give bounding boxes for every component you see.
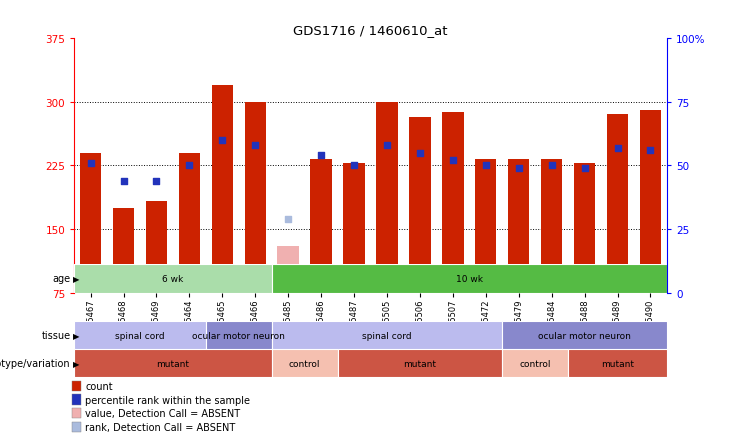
Point [249, 142, 261, 149]
Text: ▶: ▶ [73, 359, 79, 368]
Bar [74, 321, 206, 349]
Text: rank, Detection Call = ABSENT: rank, Detection Call = ABSENT [85, 422, 236, 432]
Point [611, 145, 623, 152]
Bar [310, 160, 332, 293]
Bar [212, 85, 233, 293]
Point [645, 147, 657, 154]
Bar [541, 160, 562, 293]
Point [513, 165, 525, 172]
Point [381, 142, 393, 149]
Bar [206, 321, 272, 349]
Text: spinal cord: spinal cord [362, 331, 412, 340]
Bar [574, 164, 595, 293]
Text: ▶: ▶ [73, 274, 79, 283]
Point [118, 178, 130, 185]
Text: 6 wk: 6 wk [162, 274, 184, 283]
Bar [508, 160, 529, 293]
Text: spinal cord: spinal cord [115, 331, 165, 340]
Bar [409, 118, 431, 293]
Bar [72, 395, 81, 404]
Point [282, 216, 294, 223]
Bar [72, 381, 81, 391]
Text: control: control [289, 359, 320, 368]
Title: GDS1716 / 1460610_at: GDS1716 / 1460610_at [293, 23, 448, 36]
Point [216, 137, 228, 144]
Point [545, 162, 557, 169]
Bar [568, 349, 667, 378]
Point [579, 165, 591, 172]
Text: genotype/variation: genotype/variation [0, 358, 70, 368]
Text: mutant: mutant [156, 359, 190, 368]
Text: age: age [53, 274, 70, 284]
Text: ocular motor neuron: ocular motor neuron [538, 331, 631, 340]
Bar [245, 102, 266, 293]
Text: ▶: ▶ [73, 331, 79, 340]
Point [84, 160, 96, 167]
Point [315, 152, 327, 159]
Text: value, Detection Call = ABSENT: value, Detection Call = ABSENT [85, 408, 241, 418]
Bar [277, 247, 299, 293]
Bar [146, 201, 167, 293]
Bar [72, 408, 81, 418]
Bar [72, 421, 81, 432]
Bar [442, 113, 464, 293]
Text: control: control [519, 359, 551, 368]
Bar [607, 115, 628, 293]
Point [447, 158, 459, 164]
Bar [343, 164, 365, 293]
Text: ocular motor neuron: ocular motor neuron [193, 331, 285, 340]
Text: 10 wk: 10 wk [456, 274, 483, 283]
Point [150, 178, 162, 185]
Bar [475, 160, 496, 293]
Text: mutant: mutant [601, 359, 634, 368]
Bar [502, 349, 568, 378]
Bar [639, 111, 661, 293]
Bar [74, 349, 272, 378]
Bar [80, 153, 102, 293]
Bar [179, 153, 200, 293]
Text: count: count [85, 381, 113, 391]
Bar [272, 349, 338, 378]
Bar [272, 321, 502, 349]
Point [414, 150, 426, 157]
Bar [502, 321, 667, 349]
Bar [272, 265, 667, 293]
Text: mutant: mutant [403, 359, 436, 368]
Point [480, 162, 492, 169]
Bar [376, 102, 398, 293]
Bar [74, 265, 272, 293]
Bar [338, 349, 502, 378]
Text: tissue: tissue [41, 330, 70, 340]
Point [184, 162, 196, 169]
Text: percentile rank within the sample: percentile rank within the sample [85, 395, 250, 404]
Point [348, 162, 360, 169]
Bar [113, 208, 134, 293]
